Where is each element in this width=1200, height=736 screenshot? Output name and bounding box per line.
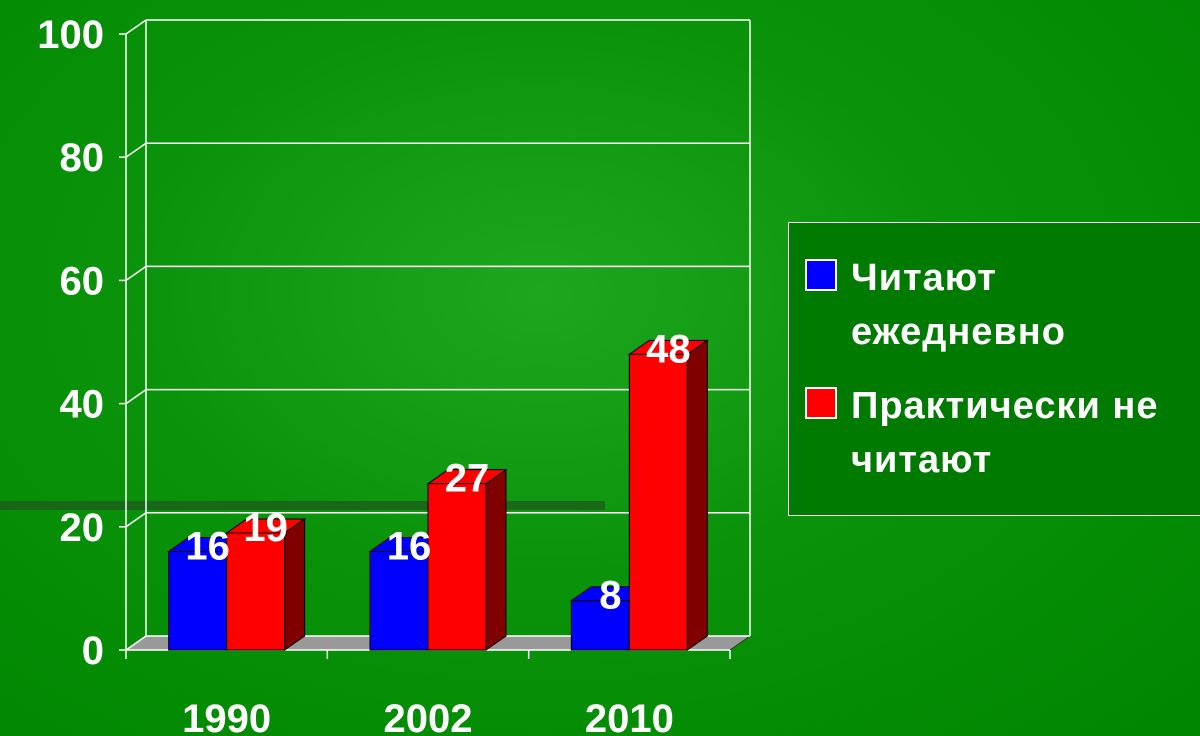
data-label: 16 <box>185 524 230 568</box>
grid-line-side <box>125 388 147 405</box>
legend-entry: Практически не читают <box>805 379 1200 487</box>
x-tick-label: 1990 <box>182 697 271 736</box>
legend-entry: Читают ежедневно <box>805 251 1200 359</box>
y-tick-label: 0 <box>82 629 104 673</box>
x-tick-label: 2002 <box>384 697 473 736</box>
bar-side <box>686 339 708 651</box>
data-label: 8 <box>599 574 621 618</box>
bar-front <box>226 532 286 651</box>
legend-swatch <box>805 259 837 291</box>
y-tick-label: 80 <box>60 136 105 180</box>
legend-label: Читают ежедневно <box>851 257 1066 353</box>
bar <box>627 339 709 651</box>
bar-front <box>427 483 487 651</box>
data-label: 19 <box>243 506 288 550</box>
grid-line-side <box>125 512 147 528</box>
grid-line-side <box>125 265 147 282</box>
legend-label: Практически не читают <box>851 385 1159 481</box>
data-label: 16 <box>387 524 432 568</box>
y-tick-label: 40 <box>60 383 105 427</box>
bar <box>225 517 307 651</box>
grid-line-side <box>125 19 147 35</box>
y-tick-label: 60 <box>60 259 105 303</box>
data-label: 27 <box>445 457 490 501</box>
bar <box>426 468 508 651</box>
x-tick-label: 2010 <box>585 697 674 736</box>
decor-line <box>0 501 605 510</box>
legend-swatch <box>805 387 837 419</box>
y-tick-label: 20 <box>60 506 105 550</box>
bar-front <box>628 353 688 651</box>
legend: Читают ежедневно Практически не читают <box>788 222 1200 516</box>
grid-line-side <box>125 142 147 158</box>
grid-line-side <box>125 635 147 651</box>
data-label: 48 <box>646 327 691 371</box>
y-tick-label: 100 <box>37 13 104 57</box>
